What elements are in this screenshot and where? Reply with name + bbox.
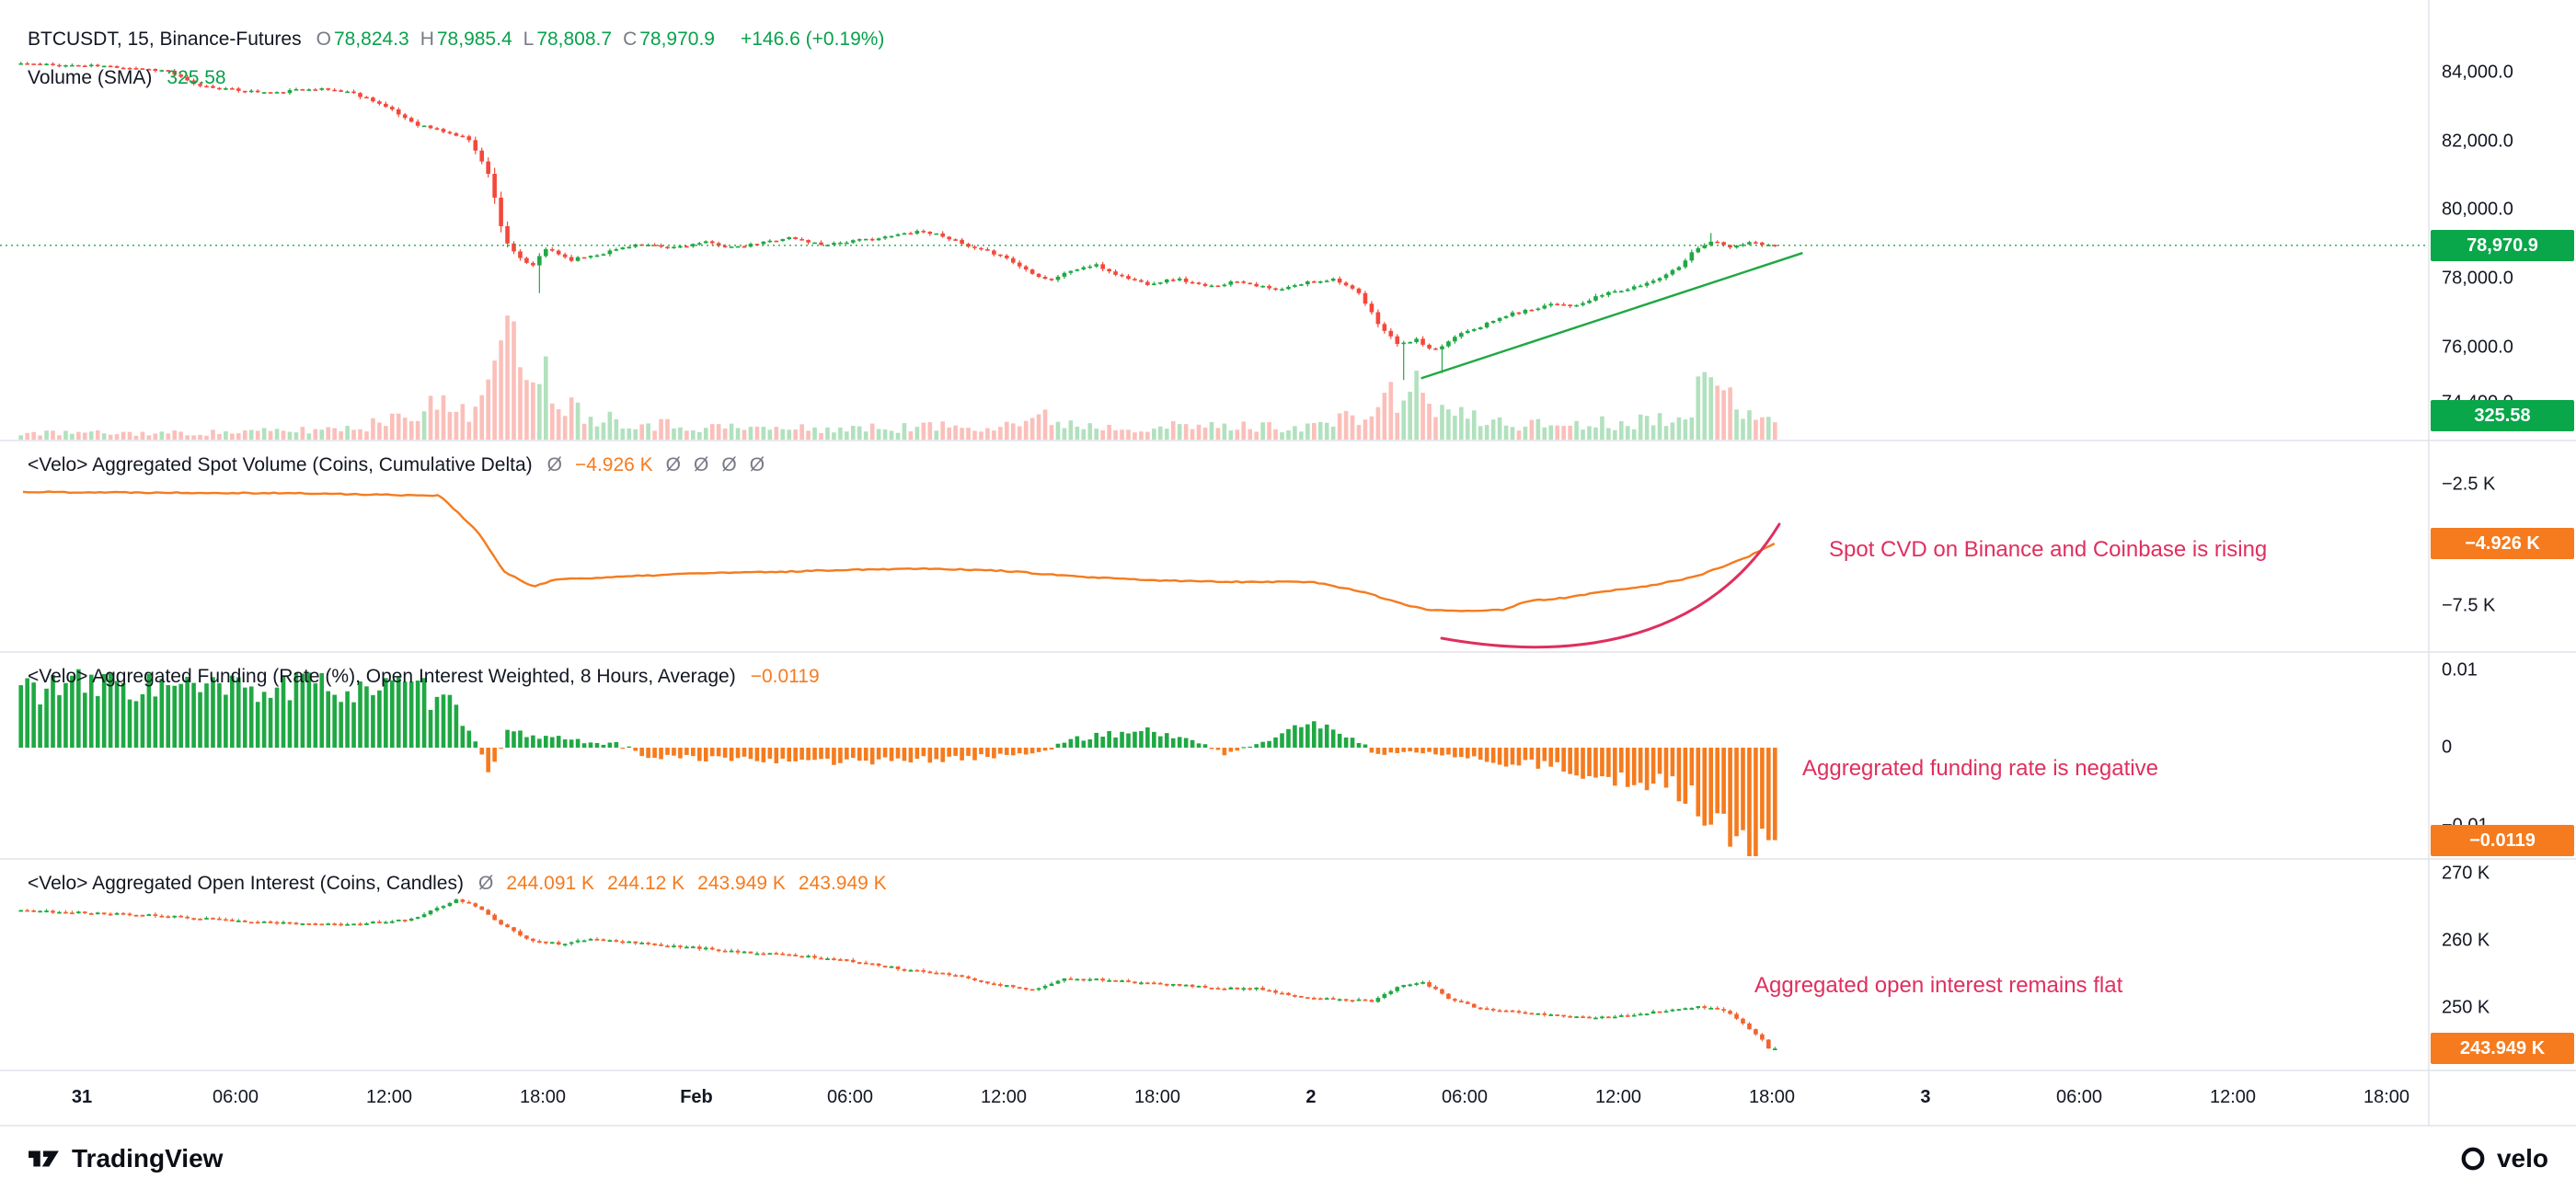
annotation-oi-flat: Aggregated open interest remains flat	[1754, 973, 2123, 998]
y-axis-tick: −2.5 K	[2442, 474, 2496, 495]
y-axis-tick: −7.5 K	[2442, 595, 2496, 616]
velo-logo-icon	[2461, 1147, 2485, 1170]
y-axis-tick: 0	[2442, 737, 2453, 758]
velo-logo-text: velo	[2496, 1143, 2548, 1173]
legend-volume-row[interactable]: Volume (SMA) 325.58	[28, 66, 226, 90]
bottom-bar: TradingView velo	[0, 1127, 2576, 1190]
cvd-value-token: Ø	[546, 454, 562, 475]
cvd-indicator-title: <Velo> Aggregated Spot Volume (Coins, Cu…	[28, 454, 533, 475]
time-axis-label: 12:00	[365, 1087, 413, 1107]
oi-value-token: Ø	[477, 873, 494, 894]
y-axis-tick: 260 K	[2442, 930, 2490, 951]
cvd-value-token: Ø	[665, 454, 681, 475]
time-axis-label: 18:00	[2363, 1087, 2410, 1107]
time-axis-label: 06:00	[2055, 1087, 2103, 1107]
time-axis-label: Feb	[680, 1087, 713, 1107]
time-axis-label: 31	[71, 1087, 93, 1107]
time-axis[interactable]: 31 06:00 12:00 18:00 Feb 06:00 12:00 18:00 2 06:0…	[0, 1070, 2429, 1127]
y-axis-tick: 82,000.0	[2442, 131, 2513, 152]
oi-indicator-values: Ø 244.091 K 244.12 K 243.949 K 243.949 K	[478, 872, 900, 896]
time-axis-label: 12:00	[2209, 1087, 2257, 1107]
ohlc-pair: O 78,824.3	[316, 29, 409, 50]
oi-value-token: 244.091 K	[506, 873, 595, 894]
symbol-title: BTCUSDT, 15, Binance-Futures	[28, 29, 302, 50]
y-axis-tick: 270 K	[2442, 863, 2490, 884]
cvd-value-token: −4.926 K	[575, 454, 653, 475]
time-axis-label: 18:00	[519, 1087, 567, 1107]
y-axis-tick: 78,000.0	[2442, 268, 2513, 289]
cvd-value-token: Ø	[749, 454, 765, 475]
last-price-badge: 78,970.9	[2431, 230, 2574, 261]
annotation-funding-negative: Aggregrated funding rate is negative	[1802, 756, 2158, 781]
y-axis-tick: 84,000.0	[2442, 62, 2513, 83]
tradingview-logo-text: TradingView	[72, 1143, 224, 1173]
y-axis-tick: 76,000.0	[2442, 337, 2513, 358]
y-axis-tick: 80,000.0	[2442, 199, 2513, 220]
time-axis-label: 06:00	[1441, 1087, 1489, 1107]
oi-value-badge: 243.949 K	[2431, 1033, 2574, 1064]
time-axis-label: 18:00	[1748, 1087, 1796, 1107]
oi-value-token: 243.949 K	[697, 873, 786, 894]
ohlc-pair: C 78,970.9	[623, 29, 715, 50]
time-axis-label: 12:00	[1594, 1087, 1642, 1107]
velo-logo: velo	[2460, 1144, 2548, 1173]
funding-indicator-title: <Velo> Aggregated Funding (Rate (%), Ope…	[28, 666, 736, 687]
chart-canvas[interactable]	[0, 0, 2576, 1127]
oi-value-token: 243.949 K	[798, 873, 887, 894]
volume-sma-badge: 325.58	[2431, 400, 2574, 431]
oi-value-token: 244.12 K	[607, 873, 685, 894]
cvd-value-token: Ø	[721, 454, 737, 475]
legend-oi-row[interactable]: <Velo> Aggregated Open Interest (Coins, …	[28, 872, 900, 896]
legend-funding-row[interactable]: <Velo> Aggregated Funding (Rate (%), Ope…	[28, 665, 820, 689]
annotation-cvd-rising: Spot CVD on Binance and Coinbase is risi…	[1829, 537, 2268, 562]
volume-indicator-label: Volume (SMA)	[28, 67, 153, 88]
legend-symbol-row[interactable]: BTCUSDT, 15, Binance-Futures O 78,824.3 H 7…	[28, 28, 884, 51]
time-axis-label: 18:00	[1133, 1087, 1181, 1107]
time-axis-label: 2	[1305, 1087, 1317, 1107]
tradingview-logo-link[interactable]: TradingView	[28, 1144, 223, 1173]
time-axis-label: 12:00	[980, 1087, 1028, 1107]
legend-cvd-row[interactable]: <Velo> Aggregated Spot Volume (Coins, Cu…	[28, 453, 777, 477]
time-axis-label: 06:00	[212, 1087, 259, 1107]
funding-value-badge: −0.0119	[2431, 825, 2574, 856]
oi-indicator-title: <Velo> Aggregated Open Interest (Coins, …	[28, 873, 464, 894]
y-axis-tick: 250 K	[2442, 997, 2490, 1018]
cvd-value-token: Ø	[694, 454, 709, 475]
price-change: +146.6 (+0.19%)	[740, 29, 885, 50]
funding-indicator-value: −0.0119	[750, 666, 820, 687]
time-axis-label: 3	[1920, 1087, 1931, 1107]
ohlc-pair: H 78,985.4	[420, 29, 512, 50]
y-axis-tick: 0.01	[2442, 659, 2478, 680]
ohlc-pair: L 78,808.7	[523, 29, 613, 50]
ohlc-values: O 78,824.3 H 78,985.4 L 78,808.7 C 78,970.9	[316, 28, 726, 51]
cvd-value-badge: −4.926 K	[2431, 528, 2574, 559]
tradingview-logo-icon	[29, 1150, 59, 1166]
time-axis-label: 06:00	[826, 1087, 874, 1107]
volume-sma-value: 325.58	[167, 67, 226, 88]
